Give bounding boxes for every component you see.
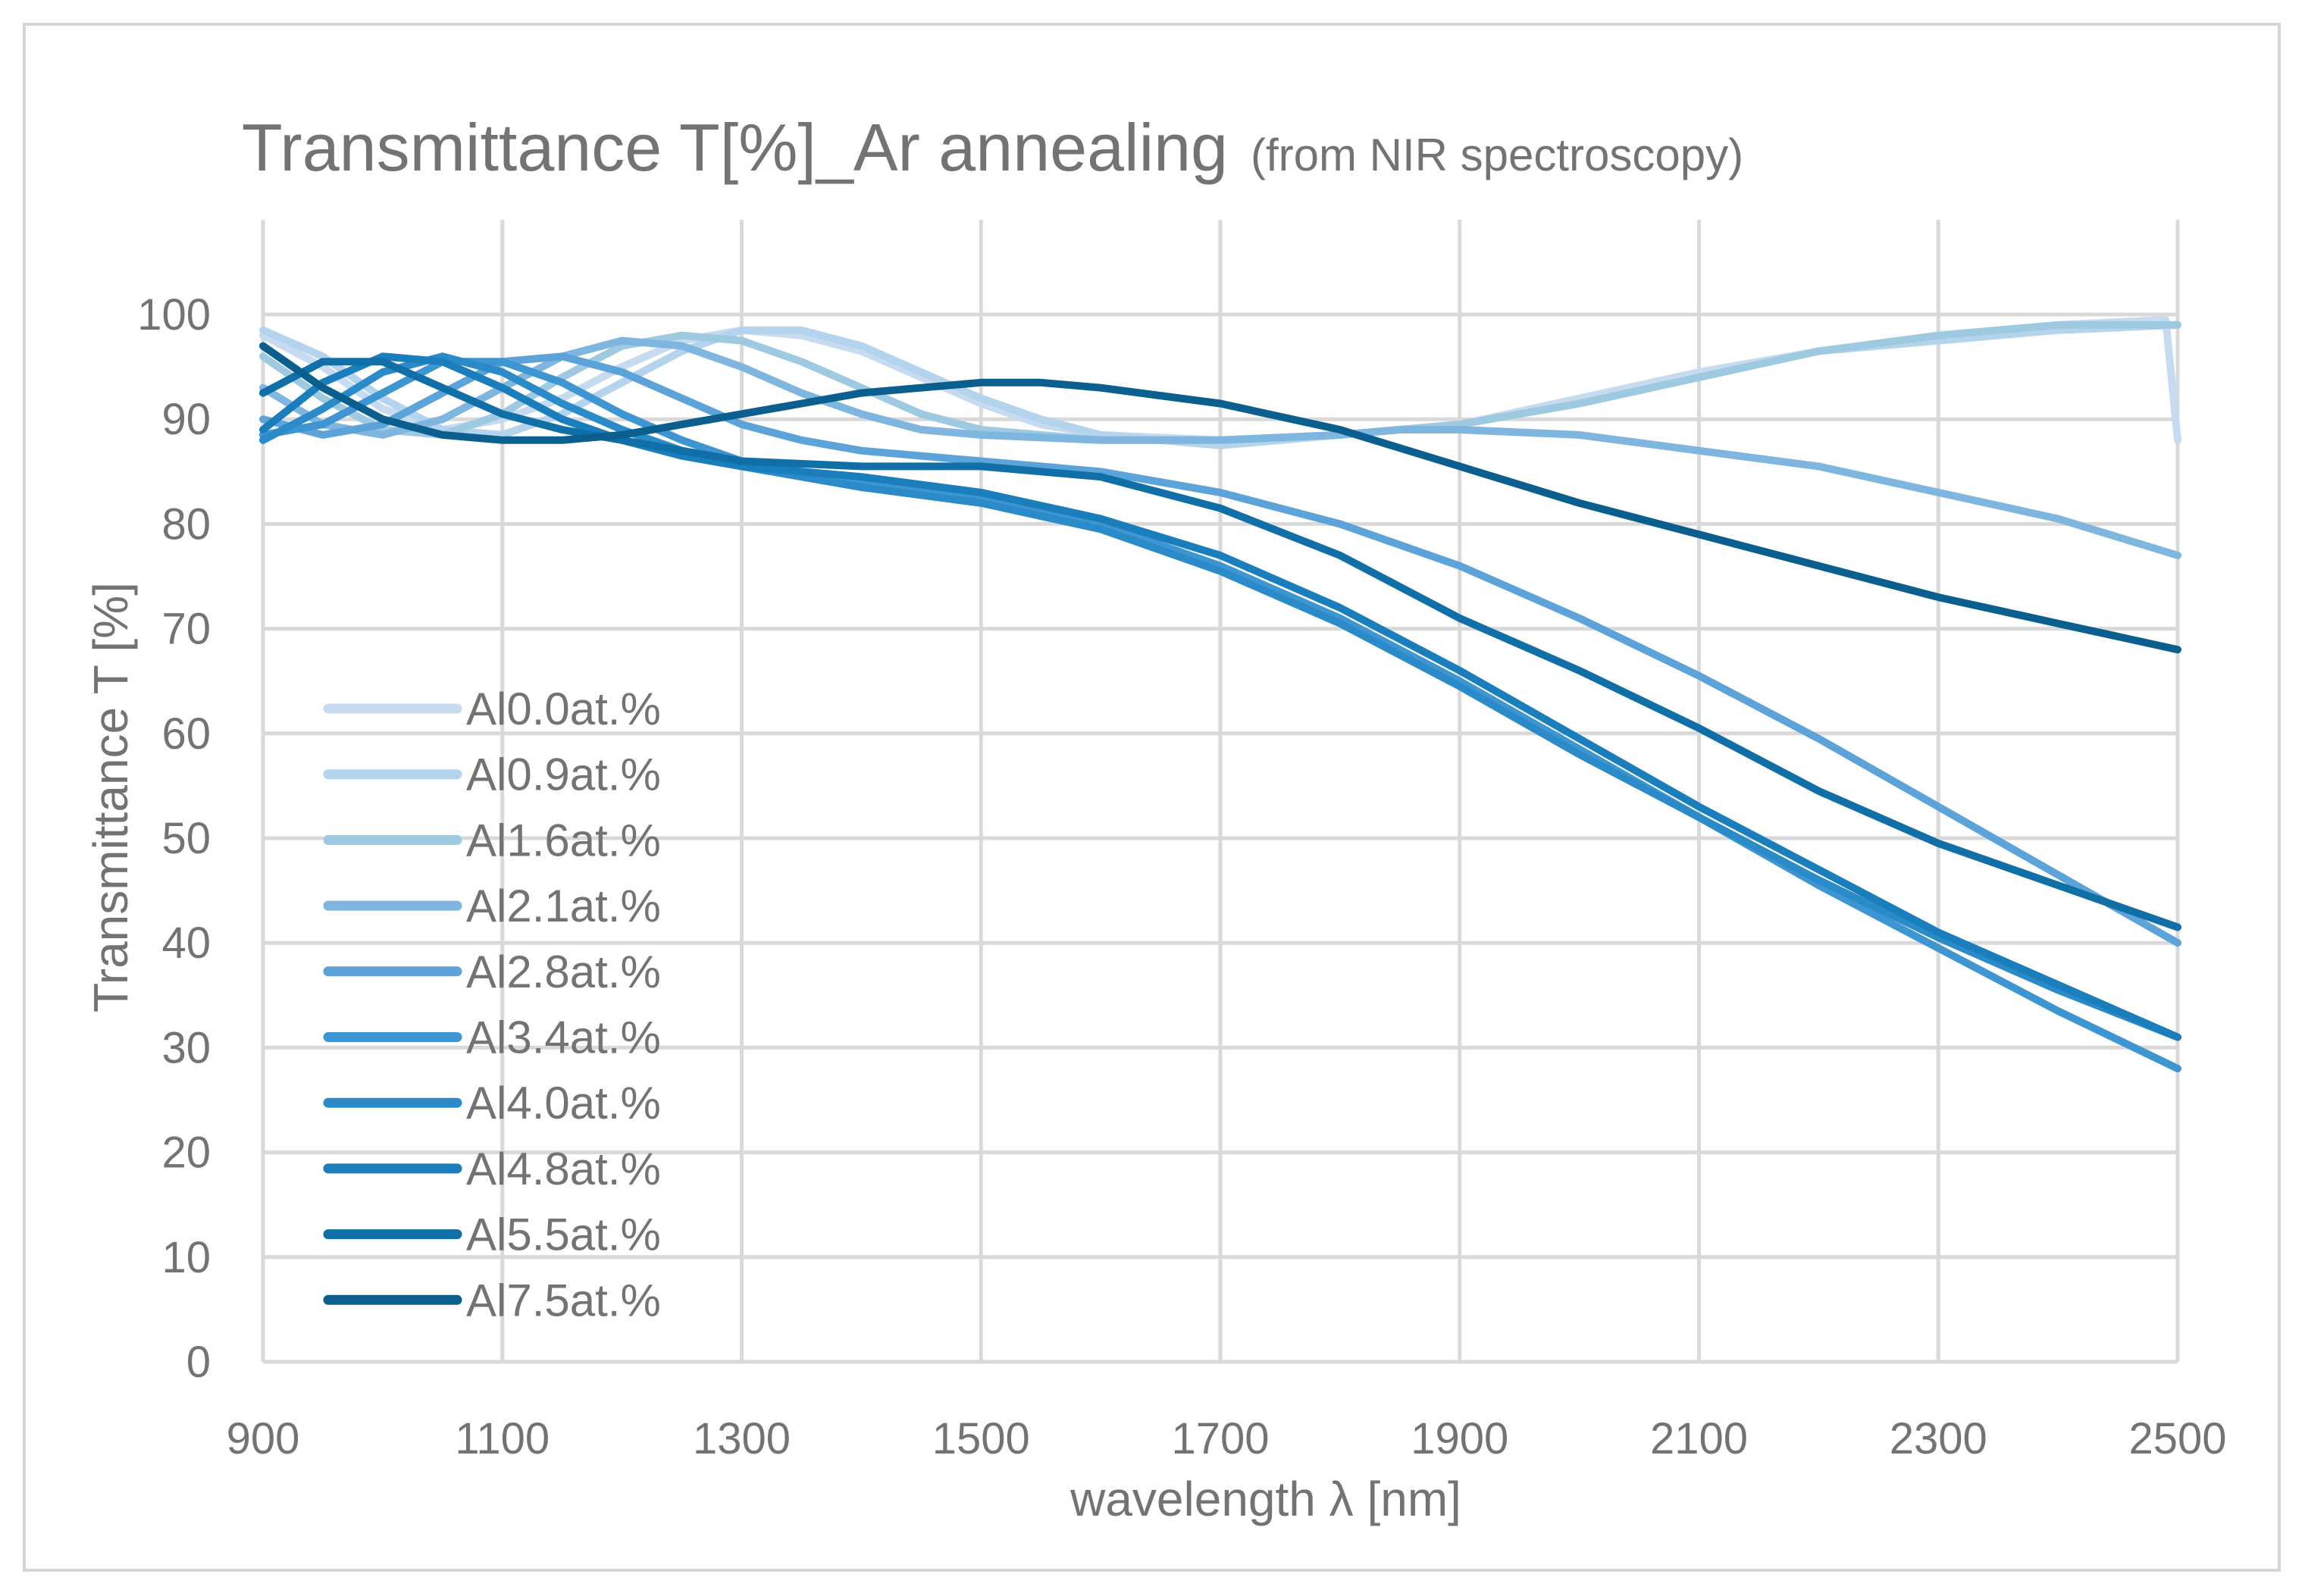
- x-tick-label: 1500: [932, 1414, 1030, 1463]
- legend-label: Al3.4at.%: [466, 1012, 661, 1063]
- y-tick-label: 60: [161, 709, 211, 759]
- horizontal-gridlines: [263, 312, 2178, 1364]
- y-tick-label: 70: [161, 605, 211, 654]
- series-line-Al4.0at.%: [259, 352, 2181, 1041]
- series-line-Al2.1at.%: [259, 336, 2181, 559]
- y-tick-label: 30: [161, 1023, 211, 1072]
- series-line-Al5.5at.%: [259, 358, 2181, 931]
- legend-label: Al7.5at.%: [466, 1275, 661, 1325]
- y-tick-label: 0: [186, 1338, 211, 1387]
- legend-label: Al2.1at.%: [466, 881, 661, 931]
- x-tick-label: 2300: [1890, 1414, 1987, 1463]
- x-tick-label: 1100: [455, 1414, 550, 1463]
- x-tick-label: 1300: [693, 1414, 791, 1463]
- legend-label: Al2.8at.%: [466, 947, 661, 997]
- x-tick-labels: 900 1100 1300 1500 1700 1900 2100 2300 2500: [227, 1414, 2227, 1463]
- y-tick-labels: 0 10 20 30 40 50 60 70 80 90 100: [137, 290, 211, 1387]
- y-tick-label: 80: [161, 499, 211, 549]
- y-tick-label: 100: [137, 290, 211, 340]
- y-tick-label: 20: [161, 1128, 211, 1178]
- series-line-Al1.6at.%: [259, 321, 2181, 444]
- legend-label: Al5.5at.%: [466, 1210, 661, 1260]
- series-line-Al7.5at.%: [259, 342, 2181, 654]
- x-tick-label: 1900: [1411, 1414, 1508, 1463]
- legend-label: Al4.0at.%: [466, 1078, 661, 1128]
- chart-title: Transmittance T[%]_Ar annealing: [242, 110, 1228, 185]
- legend-label: Al4.8at.%: [466, 1144, 661, 1194]
- series-line-Al4.8at.%: [259, 352, 2181, 1041]
- chart-subtitle: (from NIR spectroscopy): [1251, 130, 1743, 180]
- y-tick-label: 50: [161, 814, 211, 863]
- data-series: [259, 315, 2181, 1072]
- legend: Al0.0at.% Al0.9at.% Al1.6at.% Al2.1at.% Al2.…: [323, 684, 661, 1325]
- y-axis-label: Transmittance T [%]: [83, 582, 138, 1012]
- x-axis-label: wavelength λ [nm]: [1070, 1472, 1461, 1526]
- x-tick-label: 900: [227, 1414, 300, 1463]
- legend-label: Al0.9at.%: [466, 749, 661, 800]
- x-tick-label: 2500: [2128, 1414, 2226, 1463]
- y-tick-label: 10: [161, 1233, 211, 1282]
- y-tick-label: 90: [161, 395, 211, 444]
- y-tick-label: 40: [161, 918, 211, 968]
- x-tick-label: 1700: [1171, 1414, 1269, 1463]
- legend-label: Al0.0at.%: [466, 684, 661, 734]
- legend-label: Al1.6at.%: [466, 815, 661, 865]
- x-tick-label: 2100: [1650, 1414, 1748, 1463]
- chart-frame: [23, 23, 2281, 1572]
